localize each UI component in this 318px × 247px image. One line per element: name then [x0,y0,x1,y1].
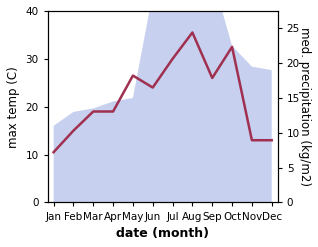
Y-axis label: med. precipitation (kg/m2): med. precipitation (kg/m2) [298,27,311,186]
X-axis label: date (month): date (month) [116,227,209,240]
Y-axis label: max temp (C): max temp (C) [7,66,20,148]
